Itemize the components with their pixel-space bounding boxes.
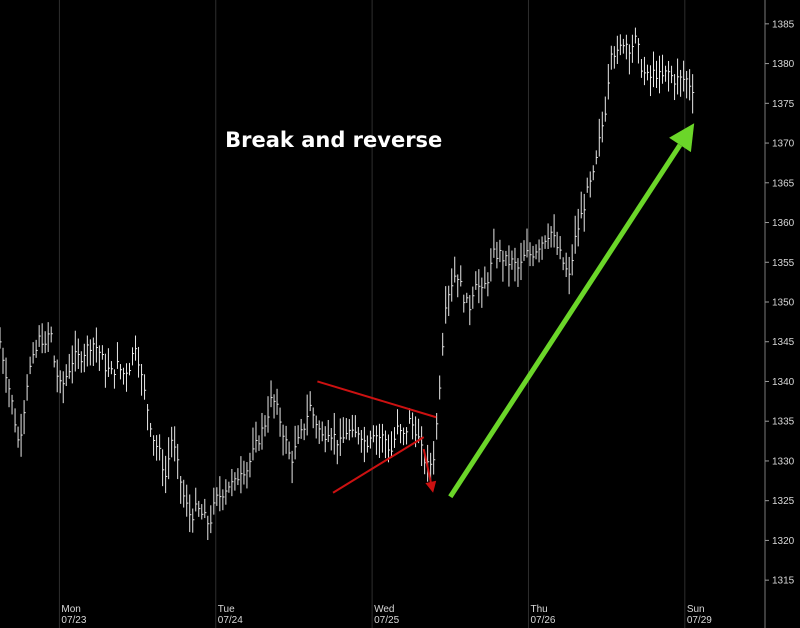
arrow-head-3 [425, 480, 437, 493]
x-tick-day-0: Mon [61, 604, 80, 615]
y-tick-label-1: 1320 [772, 536, 795, 547]
y-axis: 1315 1320 1325 1330 1335 1340 1345 1350 1355 1360… [764, 0, 795, 628]
y-tick-label-10: 1365 [772, 178, 795, 189]
arrow-shaft-4 [448, 143, 683, 499]
vertical-gridlines [58, 0, 686, 628]
arrow-head-4 [669, 123, 695, 153]
y-tick-label-4: 1335 [772, 417, 795, 428]
y-tick-label-13: 1380 [772, 59, 795, 70]
y-tick-label-2: 1325 [772, 496, 795, 507]
x-tick-date-1: 07/24 [218, 615, 243, 626]
x-tick-day-1: Tue [218, 604, 235, 615]
x-tick-day-4: Sun [687, 604, 705, 615]
x-tick-date-2: 07/25 [374, 615, 399, 626]
y-tick-label-14: 1385 [772, 19, 795, 30]
arrow-shaft-3 [422, 448, 432, 483]
y-tick-label-0: 1315 [772, 576, 795, 587]
price-series [0, 27, 695, 541]
trendline-1 [317, 380, 437, 419]
x-tick-day-3: Thu [530, 604, 547, 615]
y-tick-label-7: 1350 [772, 298, 795, 309]
y-tick-label-3: 1330 [772, 456, 795, 467]
y-tick-label-12: 1375 [772, 99, 795, 110]
y-tick-label-6: 1345 [772, 337, 795, 348]
y-tick-label-9: 1360 [772, 218, 795, 229]
x-tick-day-2: Wed [374, 604, 394, 615]
y-tick-label-11: 1370 [772, 139, 795, 150]
y-tick-label-5: 1340 [772, 377, 795, 388]
x-tick-date-4: 07/29 [687, 615, 712, 626]
x-tick-date-0: 07/23 [61, 615, 86, 626]
trendline-2 [332, 436, 425, 494]
annotations: Break and reverse [225, 123, 695, 499]
y-tick-label-8: 1355 [772, 258, 795, 269]
annotation-title: Break and reverse [225, 128, 442, 152]
x-tick-date-3: 07/26 [530, 615, 555, 626]
